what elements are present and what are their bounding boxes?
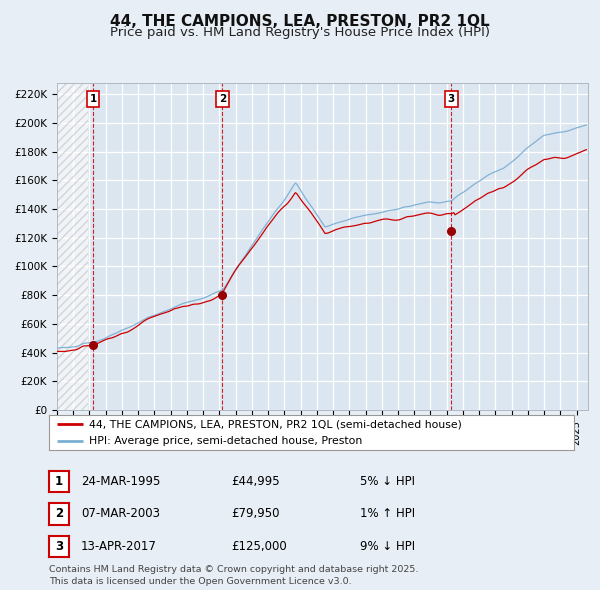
Text: Price paid vs. HM Land Registry's House Price Index (HPI): Price paid vs. HM Land Registry's House … [110,26,490,39]
Text: Contains HM Land Registry data © Crown copyright and database right 2025.
This d: Contains HM Land Registry data © Crown c… [49,565,419,586]
Text: 9% ↓ HPI: 9% ↓ HPI [360,540,415,553]
Text: 44, THE CAMPIONS, LEA, PRESTON, PR2 1QL (semi-detached house): 44, THE CAMPIONS, LEA, PRESTON, PR2 1QL … [89,419,461,430]
Text: 44, THE CAMPIONS, LEA, PRESTON, PR2 1QL: 44, THE CAMPIONS, LEA, PRESTON, PR2 1QL [110,14,490,29]
Text: £79,950: £79,950 [231,507,280,520]
Text: 3: 3 [448,94,455,104]
Text: 07-MAR-2003: 07-MAR-2003 [81,507,160,520]
Text: 5% ↓ HPI: 5% ↓ HPI [360,475,415,488]
Text: 1: 1 [55,475,63,488]
Text: 2: 2 [218,94,226,104]
Text: 2: 2 [55,507,63,520]
Text: £44,995: £44,995 [231,475,280,488]
Text: 3: 3 [55,540,63,553]
Text: £125,000: £125,000 [231,540,287,553]
Text: 1% ↑ HPI: 1% ↑ HPI [360,507,415,520]
Text: 13-APR-2017: 13-APR-2017 [81,540,157,553]
Text: HPI: Average price, semi-detached house, Preston: HPI: Average price, semi-detached house,… [89,435,362,445]
Text: 1: 1 [89,94,97,104]
Text: 24-MAR-1995: 24-MAR-1995 [81,475,160,488]
